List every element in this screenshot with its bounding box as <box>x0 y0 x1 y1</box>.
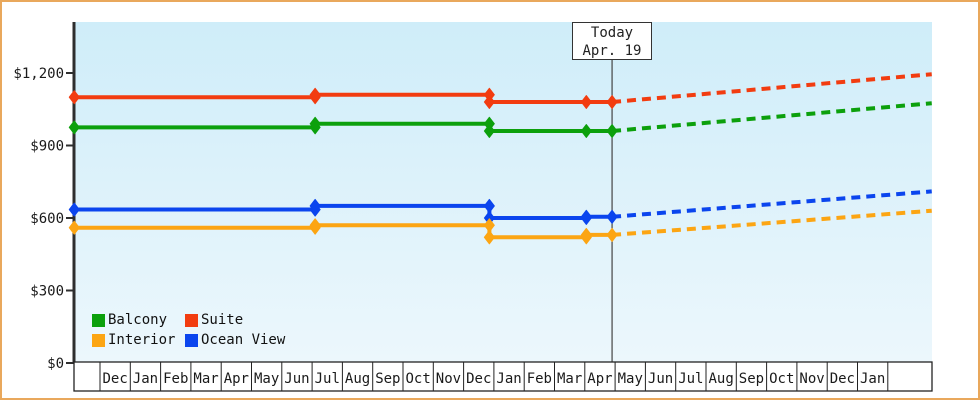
month-label: Jan <box>860 371 885 387</box>
month-label: Apr <box>587 371 612 387</box>
data-point-suite <box>580 95 592 109</box>
month-label: Feb <box>527 371 552 387</box>
projection-line-interior <box>611 208 932 237</box>
month-label: Sep <box>375 371 400 387</box>
month-label: Feb <box>163 371 188 387</box>
legend-item-suite: Suite <box>185 310 285 330</box>
data-point-interior <box>309 218 321 233</box>
series-balcony <box>68 101 932 138</box>
month-label: Sep <box>739 371 764 387</box>
data-point-balcony <box>580 124 592 138</box>
legend-label: Suite <box>201 312 244 328</box>
month-label: Dec <box>466 371 491 387</box>
series-interior <box>68 208 932 245</box>
data-point-ocean-view <box>606 209 618 224</box>
data-point-balcony <box>606 124 618 138</box>
y-axis-label: $900 <box>30 139 64 155</box>
month-strip <box>73 361 933 392</box>
y-axis-label: $1,200 <box>13 66 64 82</box>
data-point-suite <box>483 95 495 109</box>
y-axis-label: $0 <box>47 356 64 372</box>
legend-item-interior: Interior <box>92 330 185 350</box>
month-label: Jan <box>496 371 521 387</box>
data-point-balcony <box>309 116 321 131</box>
month-label: Nov <box>799 371 824 387</box>
month-label: Apr <box>224 371 249 387</box>
interior-color-swatch-icon <box>92 333 105 347</box>
data-point-balcony <box>68 120 80 135</box>
legend-label: Balcony <box>108 312 168 328</box>
plot-background <box>75 22 932 362</box>
data-point-interior <box>606 227 618 242</box>
month-label: Oct <box>769 371 794 387</box>
month-label: Nov <box>436 371 461 387</box>
projection-line-ocean-view <box>611 189 932 219</box>
month-label: Dec <box>103 371 128 387</box>
projection-line-suite <box>611 72 932 104</box>
month-label: Jul <box>315 371 340 387</box>
month-label: Aug <box>709 371 734 387</box>
today-marker-box: Today Apr. 19 <box>572 22 652 60</box>
data-point-interior <box>580 227 592 242</box>
today-date: Apr. 19 <box>582 43 642 59</box>
data-point-interior <box>68 220 80 235</box>
data-point-ocean-view <box>68 202 80 217</box>
month-label: May <box>618 371 643 387</box>
month-label: Jul <box>678 371 703 387</box>
y-axis-label: $300 <box>30 284 64 300</box>
today-label: Today <box>590 25 634 41</box>
legend-item-ocean-view: Ocean View <box>185 330 285 350</box>
data-point-suite <box>606 95 618 109</box>
month-label: Aug <box>345 371 370 387</box>
data-point-ocean-view <box>580 209 592 224</box>
data-point-suite <box>68 90 80 105</box>
legend-item-balcony: Balcony <box>92 310 185 330</box>
legend-label: Interior <box>108 332 176 348</box>
suite-color-swatch-icon <box>185 313 198 327</box>
month-label: Jan <box>133 371 158 387</box>
data-point-suite <box>309 87 321 102</box>
series-suite <box>68 72 932 109</box>
data-point-balcony <box>483 124 495 138</box>
month-label: May <box>254 371 279 387</box>
data-point-interior <box>483 230 495 245</box>
month-label: Mar <box>557 371 582 387</box>
balcony-color-swatch-icon <box>92 313 105 327</box>
ocean-view-color-swatch-icon <box>185 333 198 347</box>
month-label: Dec <box>830 371 855 387</box>
data-point-ocean-view <box>309 198 321 213</box>
legend-label: Ocean View <box>201 332 286 348</box>
projection-line-balcony <box>611 101 932 133</box>
month-label: Oct <box>406 371 431 387</box>
month-label: Jun <box>284 371 309 387</box>
y-axis-label: $600 <box>30 211 64 227</box>
legend: Balcony Suite Interior Ocean View <box>92 310 285 350</box>
month-label: Mar <box>193 371 218 387</box>
month-label: Jun <box>648 371 673 387</box>
